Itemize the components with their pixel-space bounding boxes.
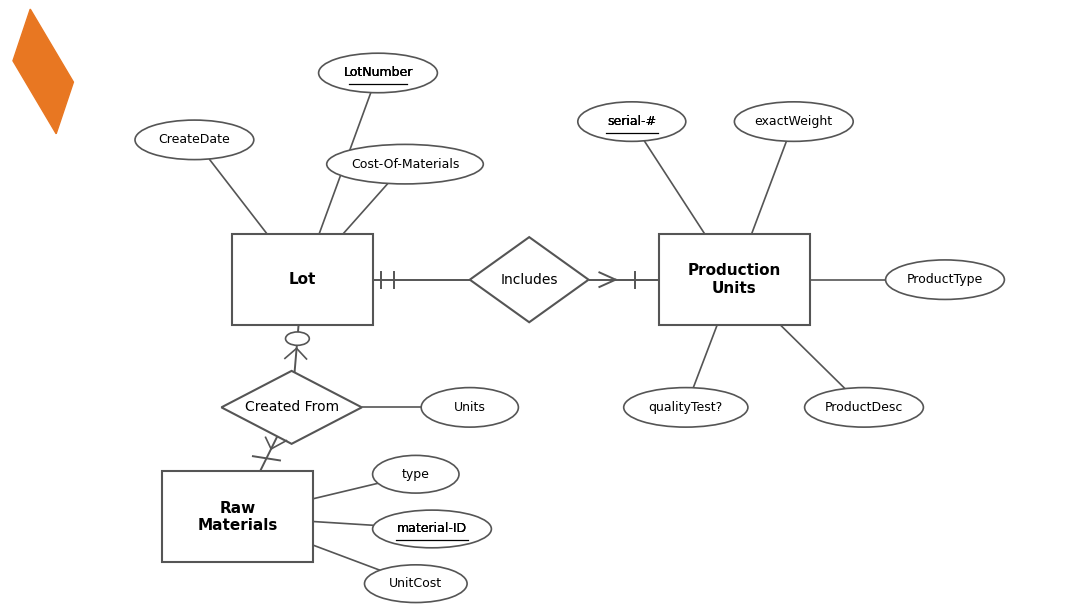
Text: Raw
Materials: Raw Materials bbox=[198, 500, 278, 533]
Text: LotNumber: LotNumber bbox=[343, 66, 413, 80]
Text: Lot: Lot bbox=[288, 272, 316, 287]
Text: type: type bbox=[402, 468, 430, 481]
Circle shape bbox=[285, 332, 309, 345]
Polygon shape bbox=[221, 371, 362, 444]
Text: LotNumber: LotNumber bbox=[343, 66, 413, 80]
Ellipse shape bbox=[624, 388, 747, 427]
Text: Units: Units bbox=[454, 401, 486, 414]
Ellipse shape bbox=[326, 145, 484, 184]
Text: serial-#: serial-# bbox=[607, 115, 657, 128]
Text: material-ID: material-ID bbox=[397, 522, 467, 536]
Text: Includes: Includes bbox=[500, 272, 558, 287]
Bar bbox=[659, 234, 810, 325]
Text: ProductType: ProductType bbox=[907, 273, 983, 286]
Ellipse shape bbox=[365, 565, 468, 603]
Bar bbox=[162, 471, 313, 562]
Ellipse shape bbox=[805, 388, 923, 427]
Text: qualityTest?: qualityTest? bbox=[649, 401, 723, 414]
Text: UnitCost: UnitCost bbox=[389, 577, 443, 590]
Text: Production
Units: Production Units bbox=[688, 263, 781, 296]
Ellipse shape bbox=[373, 510, 491, 548]
Ellipse shape bbox=[421, 388, 518, 427]
Polygon shape bbox=[470, 237, 589, 322]
Text: exactWeight: exactWeight bbox=[755, 115, 833, 128]
Ellipse shape bbox=[319, 54, 437, 93]
Text: material-ID: material-ID bbox=[397, 522, 467, 536]
Ellipse shape bbox=[886, 260, 1004, 299]
Bar bbox=[232, 234, 373, 325]
Text: serial-#: serial-# bbox=[607, 115, 657, 128]
Text: material-ID: material-ID bbox=[397, 522, 467, 536]
Ellipse shape bbox=[578, 102, 686, 141]
Ellipse shape bbox=[734, 102, 853, 141]
Text: Created From: Created From bbox=[244, 400, 339, 415]
Text: CreateDate: CreateDate bbox=[159, 133, 230, 147]
Ellipse shape bbox=[135, 120, 254, 159]
Ellipse shape bbox=[373, 455, 459, 493]
Text: serial-#: serial-# bbox=[607, 115, 657, 128]
Text: LotNumber: LotNumber bbox=[343, 66, 413, 80]
Polygon shape bbox=[13, 9, 73, 134]
Text: ProductDesc: ProductDesc bbox=[825, 401, 903, 414]
Text: Cost-Of-Materials: Cost-Of-Materials bbox=[351, 157, 459, 171]
